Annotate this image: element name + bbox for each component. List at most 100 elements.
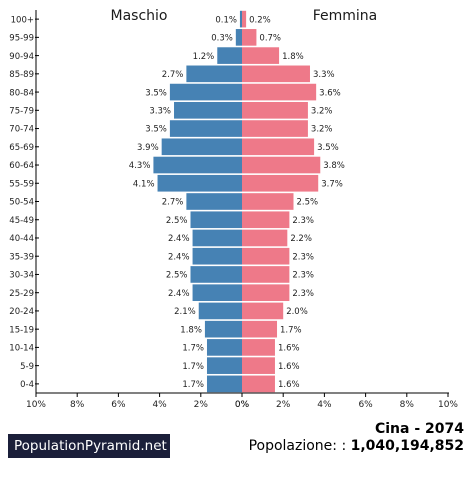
female-bar: [242, 10, 247, 28]
male-value-label: 2.4%: [168, 289, 190, 299]
female-value-label: 1.7%: [280, 325, 302, 335]
male-value-label: 2.1%: [174, 307, 196, 317]
male-value-label: 4.1%: [133, 179, 155, 189]
male-bar: [169, 83, 242, 101]
x-tick-label: 8%: [400, 400, 415, 410]
female-bar: [242, 193, 294, 210]
female-value-label: 2.3%: [292, 271, 314, 281]
female-value-label: 2.3%: [292, 289, 314, 299]
male-bar: [198, 302, 242, 320]
female-bar: [242, 138, 315, 156]
female-value-label: 2.2%: [290, 234, 312, 244]
female-bar: [242, 375, 275, 393]
x-tick-label: 6%: [111, 400, 126, 410]
age-group-label: 75-79: [9, 107, 34, 117]
female-value-label: 2.0%: [286, 307, 308, 317]
female-value-label: 3.5%: [317, 143, 339, 153]
male-value-label: 2.5%: [166, 216, 188, 226]
female-bar: [242, 83, 317, 101]
population-label: Popolazione: :: [248, 438, 347, 454]
male-value-label: 1.7%: [182, 362, 204, 372]
male-value-label: 3.5%: [145, 125, 167, 135]
female-value-label: 1.6%: [278, 344, 300, 354]
male-bar: [206, 339, 242, 356]
male-value-label: 0.3%: [211, 34, 233, 44]
female-value-label: 1.8%: [282, 52, 304, 62]
age-group-label: 20-24: [9, 307, 34, 317]
age-group-label: 35-39: [9, 252, 34, 262]
population-value: 1,040,194,852: [350, 438, 464, 454]
age-group-label: 25-29: [9, 289, 34, 299]
age-group-label: 45-49: [9, 216, 34, 226]
left-side-heading: Maschio: [111, 8, 168, 24]
age-group-label: 15-19: [9, 325, 34, 335]
male-bar: [190, 266, 242, 283]
age-group-label: 30-34: [9, 271, 34, 281]
brand-logo[interactable]: PopulationPyramid.net: [8, 434, 170, 458]
male-bar: [204, 320, 242, 338]
brand-text: PopulationPyramid.net: [14, 438, 167, 454]
female-value-label: 3.3%: [313, 70, 335, 80]
female-bar: [242, 320, 278, 338]
male-bar: [153, 156, 242, 174]
male-value-label: 0.1%: [215, 15, 237, 25]
age-group-label: 55-59: [9, 179, 34, 189]
age-group-label: 50-54: [9, 198, 34, 208]
male-value-label: 2.7%: [162, 198, 184, 208]
male-value-label: 2.5%: [166, 271, 188, 281]
female-value-label: 1.6%: [278, 362, 300, 372]
male-bar: [186, 65, 242, 83]
male-value-label: 1.7%: [182, 380, 204, 390]
male-value-label: 1.7%: [182, 344, 204, 354]
x-tick-label: 0%: [235, 400, 250, 410]
right-side-heading: Femmina: [313, 8, 378, 24]
male-value-label: 4.3%: [129, 161, 151, 171]
male-bar: [190, 211, 242, 229]
female-value-label: 3.6%: [319, 88, 341, 98]
female-bar: [242, 247, 290, 265]
female-bar: [242, 339, 275, 356]
male-value-label: 2.7%: [162, 70, 184, 80]
male-bar: [157, 174, 242, 192]
female-value-label: 0.2%: [249, 15, 271, 25]
female-bar: [242, 229, 288, 247]
female-bar: [242, 47, 280, 64]
x-tick-label: 0%: [235, 400, 250, 410]
x-tick-label: 6%: [358, 400, 373, 410]
male-value-label: 1.8%: [180, 325, 202, 335]
male-bar: [192, 284, 242, 302]
male-bar: [161, 138, 242, 156]
age-group-label: 10-14: [9, 344, 34, 354]
x-tick-label: 2%: [276, 400, 291, 410]
age-group-label: 5-9: [20, 362, 34, 372]
country-year-label: Cina - 2074: [374, 421, 464, 437]
male-bar: [206, 357, 242, 374]
female-value-label: 3.2%: [311, 107, 333, 117]
female-bar: [242, 65, 310, 83]
female-bar: [242, 120, 308, 137]
male-value-label: 3.9%: [137, 143, 159, 153]
x-tick-label: 10%: [26, 400, 46, 410]
x-tick-label: 8%: [70, 400, 85, 410]
male-value-label: 2.4%: [168, 252, 190, 262]
female-bar: [242, 156, 321, 174]
male-value-label: 3.3%: [149, 107, 171, 117]
female-value-label: 1.6%: [278, 380, 300, 390]
age-group-label: 65-69: [9, 143, 34, 153]
male-bar: [186, 193, 242, 210]
age-group-label: 85-89: [9, 70, 34, 80]
female-value-label: 3.8%: [323, 161, 345, 171]
female-value-label: 3.2%: [311, 125, 333, 135]
male-bar: [169, 120, 242, 137]
female-value-label: 2.3%: [292, 216, 314, 226]
age-group-label: 80-84: [9, 88, 34, 98]
female-bar: [242, 29, 257, 46]
x-tick-label: 2%: [194, 400, 209, 410]
age-group-label: 60-64: [9, 161, 34, 171]
x-tick-label: 10%: [438, 400, 458, 410]
female-bar: [242, 284, 290, 302]
female-bar: [242, 174, 319, 192]
age-group-label: 40-44: [9, 234, 34, 244]
x-tick-label: 4%: [317, 400, 332, 410]
